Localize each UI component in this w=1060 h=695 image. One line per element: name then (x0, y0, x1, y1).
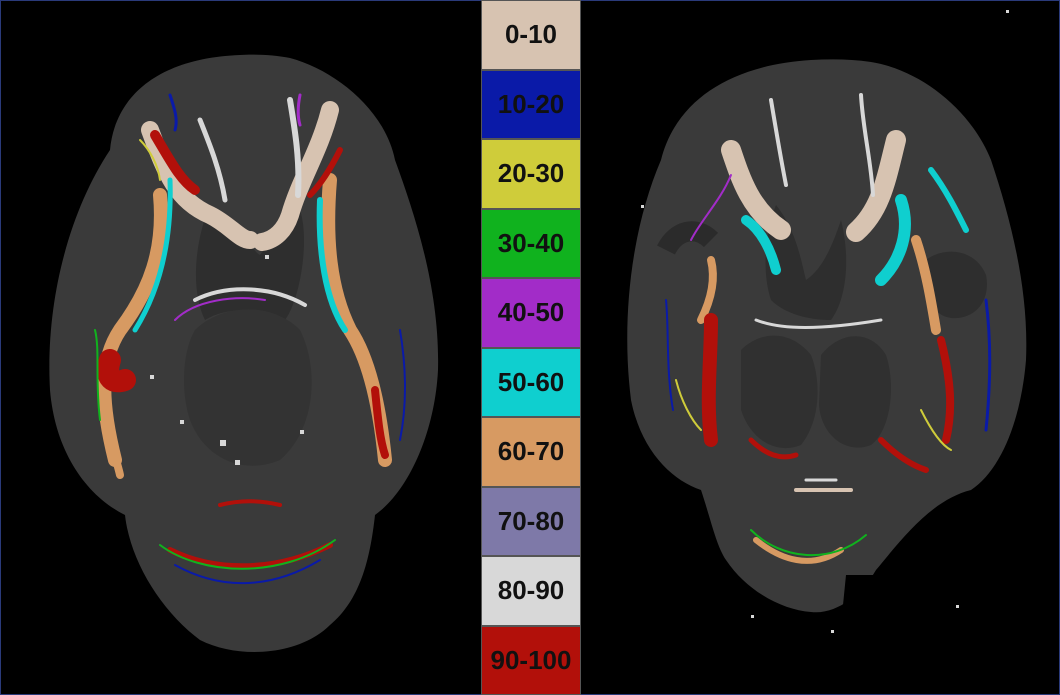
legend-swatch-0-10: 0-10 (481, 0, 581, 70)
legend-label: 60-70 (497, 436, 565, 467)
legend-swatch-40-50: 40-50 (481, 278, 581, 348)
legend-swatch-70-80: 70-80 (481, 486, 581, 556)
legend-label: 70-80 (497, 505, 565, 536)
legend-swatch-60-70: 60-70 (481, 417, 581, 487)
legend-label: 20-30 (497, 158, 565, 189)
legend-label: 40-50 (497, 297, 565, 328)
right-tissue-outline (627, 59, 1027, 613)
legend-swatch-20-30: 20-30 (481, 139, 581, 209)
legend-label: 10-20 (497, 88, 565, 119)
left-brain-slice-drawing (49, 54, 439, 652)
legend-label: 0-10 (504, 19, 558, 50)
legend-label: 90-100 (490, 644, 572, 675)
right-brain-slice-image (581, 0, 1060, 695)
legend-swatch-30-40: 30-40 (481, 208, 581, 278)
legend-swatch-50-60: 50-60 (481, 347, 581, 417)
legend-label: 30-40 (497, 227, 565, 258)
color-legend: 0-10 10-20 20-30 30-40 40-50 50-60 60-70 70-80 8… (481, 0, 581, 695)
legend-label: 50-60 (497, 366, 565, 397)
legend-label: 80-90 (497, 575, 565, 606)
legend-swatch-10-20: 10-20 (481, 69, 581, 139)
legend-swatch-90-100: 90-100 (481, 625, 581, 695)
right-brain-slice-drawing (627, 10, 1027, 633)
legend-swatch-80-90: 80-90 (481, 556, 581, 626)
left-brain-slice-image (0, 0, 481, 695)
